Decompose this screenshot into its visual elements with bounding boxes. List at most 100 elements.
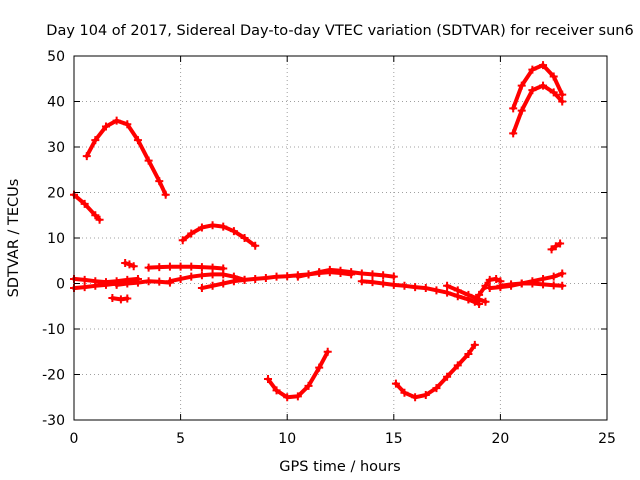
data-point bbox=[251, 241, 260, 250]
data-point bbox=[144, 263, 153, 272]
data-point bbox=[165, 277, 174, 286]
data-point bbox=[432, 286, 441, 295]
data-point bbox=[549, 281, 558, 290]
data-point bbox=[161, 190, 170, 199]
data-point bbox=[197, 271, 206, 280]
data-point bbox=[219, 279, 228, 288]
data-point bbox=[549, 88, 558, 97]
data-point bbox=[219, 270, 228, 279]
data-point bbox=[219, 222, 228, 231]
data-point bbox=[496, 281, 505, 290]
data-point bbox=[144, 156, 153, 165]
data-point bbox=[229, 227, 238, 236]
data-point bbox=[91, 136, 100, 145]
series-arc6 bbox=[509, 61, 567, 113]
data-point bbox=[112, 280, 121, 289]
y-tick-label: 50 bbox=[47, 49, 65, 65]
data-point bbox=[208, 281, 217, 290]
data-point bbox=[411, 283, 420, 292]
data-point bbox=[528, 65, 537, 74]
y-tick-label: 30 bbox=[47, 140, 65, 156]
data-point bbox=[144, 277, 153, 286]
data-point bbox=[539, 81, 548, 90]
data-point bbox=[112, 116, 121, 125]
data-point bbox=[464, 350, 473, 359]
data-point bbox=[80, 275, 89, 284]
plot-frame bbox=[73, 55, 608, 421]
data-point bbox=[315, 268, 324, 277]
series-arc1 bbox=[70, 190, 104, 224]
series-arc19 bbox=[443, 281, 490, 306]
data-point bbox=[443, 288, 452, 297]
data-point bbox=[507, 280, 516, 289]
data-point bbox=[80, 283, 89, 292]
data-point bbox=[481, 281, 490, 290]
series-line bbox=[393, 342, 477, 400]
data-point bbox=[558, 269, 567, 278]
data-point bbox=[556, 239, 565, 248]
data-point bbox=[492, 274, 501, 283]
data-point bbox=[481, 297, 490, 306]
data-point bbox=[229, 277, 238, 286]
data-point bbox=[379, 271, 388, 280]
data-point bbox=[101, 278, 110, 287]
data-point bbox=[123, 279, 132, 288]
chart-title: Day 104 of 2017, Sidereal Day-to-day VTE… bbox=[46, 23, 633, 39]
data-point bbox=[95, 215, 104, 224]
data-point bbox=[197, 223, 206, 232]
data-point bbox=[240, 275, 249, 284]
data-point bbox=[549, 72, 558, 81]
data-point bbox=[304, 381, 313, 390]
x-axis-label: GPS time / hours bbox=[279, 459, 400, 475]
data-point bbox=[453, 286, 462, 295]
x-tick-label: 20 bbox=[491, 431, 509, 447]
data-point bbox=[176, 262, 185, 271]
data-point bbox=[400, 281, 409, 290]
data-point bbox=[485, 284, 494, 293]
data-point bbox=[123, 294, 132, 303]
data-point bbox=[336, 266, 345, 275]
data-point bbox=[187, 229, 196, 238]
series-line bbox=[84, 118, 168, 197]
data-point bbox=[251, 274, 260, 283]
series-arc12 bbox=[121, 259, 138, 271]
x-tick-label: 15 bbox=[385, 431, 403, 447]
data-point bbox=[272, 272, 281, 281]
data-point bbox=[155, 177, 164, 186]
data-point bbox=[391, 379, 400, 388]
data-point bbox=[379, 279, 388, 288]
data-point bbox=[283, 393, 292, 402]
y-tick-label: -30 bbox=[42, 413, 65, 429]
data-point bbox=[464, 295, 473, 304]
data-point bbox=[325, 265, 334, 274]
series-arc4 bbox=[264, 347, 332, 402]
data-point bbox=[389, 280, 398, 289]
y-tick-label: 10 bbox=[47, 231, 65, 247]
data-point bbox=[208, 270, 217, 279]
data-point bbox=[293, 272, 302, 281]
series-arc20 bbox=[464, 274, 505, 306]
x-tick-label: 0 bbox=[70, 431, 79, 447]
series-line bbox=[72, 192, 102, 222]
data-point bbox=[323, 347, 332, 356]
series-line bbox=[511, 83, 565, 136]
data-point bbox=[357, 277, 366, 286]
data-point bbox=[470, 340, 479, 349]
data-point bbox=[293, 392, 302, 401]
series-arc22 bbox=[496, 279, 567, 290]
data-point bbox=[475, 290, 484, 299]
data-point bbox=[197, 263, 206, 272]
series-layer bbox=[70, 61, 567, 402]
data-point bbox=[528, 279, 537, 288]
data-point bbox=[129, 262, 138, 271]
data-point bbox=[155, 263, 164, 272]
data-point bbox=[80, 199, 89, 208]
x-tick-label: 10 bbox=[278, 431, 296, 447]
data-point bbox=[165, 262, 174, 271]
data-point bbox=[539, 61, 548, 70]
data-point bbox=[517, 279, 526, 288]
series-arc7 bbox=[509, 81, 567, 138]
data-point bbox=[411, 393, 420, 402]
y-tick-label: 0 bbox=[56, 277, 65, 293]
data-point bbox=[155, 277, 164, 286]
